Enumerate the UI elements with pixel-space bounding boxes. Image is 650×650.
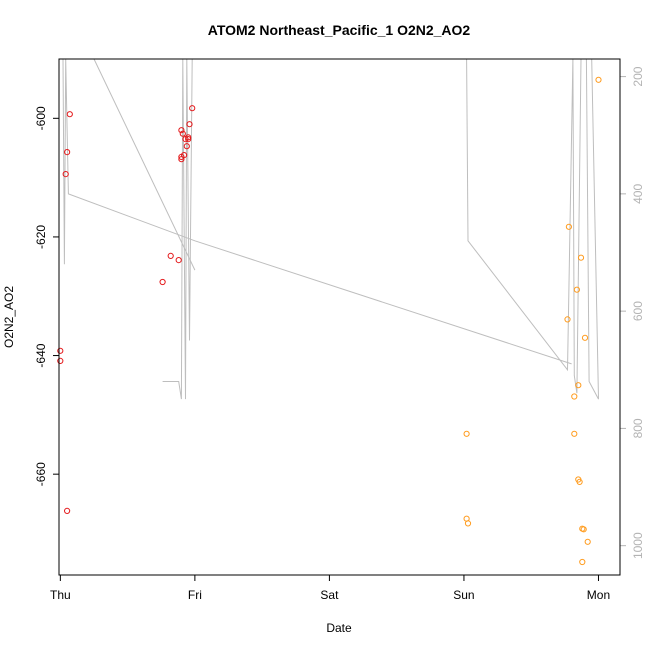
data-point-s1-10 bbox=[576, 478, 583, 485]
y2-tick-label-0: 200 bbox=[631, 66, 645, 86]
grey-line-segment-2 bbox=[162, 58, 193, 400]
axes-group: Thu Fri Sat Sun Mon -600 -620 -640 -660 200 400 600… bbox=[34, 66, 645, 602]
data-point-s0-6 bbox=[159, 278, 166, 286]
data-point-s1-17 bbox=[595, 76, 602, 83]
data-point-s0-18 bbox=[186, 121, 193, 128]
data-point-s0-0 bbox=[57, 347, 64, 354]
data-point-s1-8 bbox=[575, 382, 582, 389]
data-point-s1-16 bbox=[584, 538, 591, 545]
y2-tick-label-4: 1000 bbox=[631, 532, 645, 559]
data-point-s1-13 bbox=[579, 558, 586, 566]
data-point-s1-11 bbox=[577, 254, 585, 261]
chart-title: ATOM2 Northeast_Pacific_1 O2N2_AO2 bbox=[208, 22, 471, 38]
data-point-s0-5 bbox=[64, 507, 71, 514]
data-point-s1-0 bbox=[463, 430, 470, 437]
plot-frame bbox=[58, 58, 621, 576]
x-tick-label-4: Mon bbox=[587, 588, 610, 602]
points-group bbox=[57, 76, 602, 566]
data-point-s0-7 bbox=[167, 252, 174, 259]
x-tick-label-1: Fri bbox=[188, 588, 202, 602]
y2-tick-label-3: 800 bbox=[631, 418, 645, 438]
data-point-s1-7 bbox=[573, 286, 581, 293]
data-point-s0-9 bbox=[178, 127, 185, 134]
grey-line-segment-3 bbox=[466, 58, 599, 400]
grey-line-segment-0 bbox=[62, 58, 572, 365]
data-point-s0-16 bbox=[181, 152, 188, 159]
data-point-s0-1 bbox=[57, 357, 64, 364]
data-point-s0-3 bbox=[64, 149, 71, 156]
data-point-s0-13 bbox=[185, 136, 192, 143]
y2-tick-label-1: 400 bbox=[631, 184, 645, 204]
data-point-s0-4 bbox=[66, 111, 73, 118]
data-point-s1-6 bbox=[571, 430, 578, 437]
data-point-s0-12 bbox=[185, 134, 192, 141]
data-point-s1-4 bbox=[565, 223, 573, 230]
data-point-s0-17 bbox=[183, 143, 190, 150]
data-point-s0-2 bbox=[62, 171, 69, 178]
data-point-s1-2 bbox=[464, 520, 472, 527]
data-point-s0-19 bbox=[189, 105, 196, 112]
x-tick-label-3: Sun bbox=[453, 588, 474, 602]
y-tick-label-1: -620 bbox=[34, 225, 48, 249]
y2-tick-label-2: 600 bbox=[631, 301, 645, 321]
grey-line-group bbox=[62, 58, 599, 400]
data-point-s0-10 bbox=[179, 130, 186, 137]
data-point-s1-3 bbox=[564, 316, 571, 323]
x-tick-label-0: Thu bbox=[50, 588, 71, 602]
x-axis-label: Date bbox=[326, 621, 352, 635]
data-point-s1-14 bbox=[580, 526, 587, 533]
y-tick-label-2: -640 bbox=[34, 343, 48, 367]
y-tick-label-0: -600 bbox=[34, 106, 48, 130]
grey-line-segment-1 bbox=[93, 58, 196, 271]
y-axis-label: O2N2_AO2 bbox=[2, 286, 16, 348]
y-tick-label-3: -660 bbox=[34, 462, 48, 486]
data-point-s0-8 bbox=[175, 257, 182, 264]
data-point-s1-15 bbox=[581, 334, 589, 341]
x-tick-label-2: Sat bbox=[320, 588, 339, 602]
data-point-s1-5 bbox=[571, 393, 578, 400]
